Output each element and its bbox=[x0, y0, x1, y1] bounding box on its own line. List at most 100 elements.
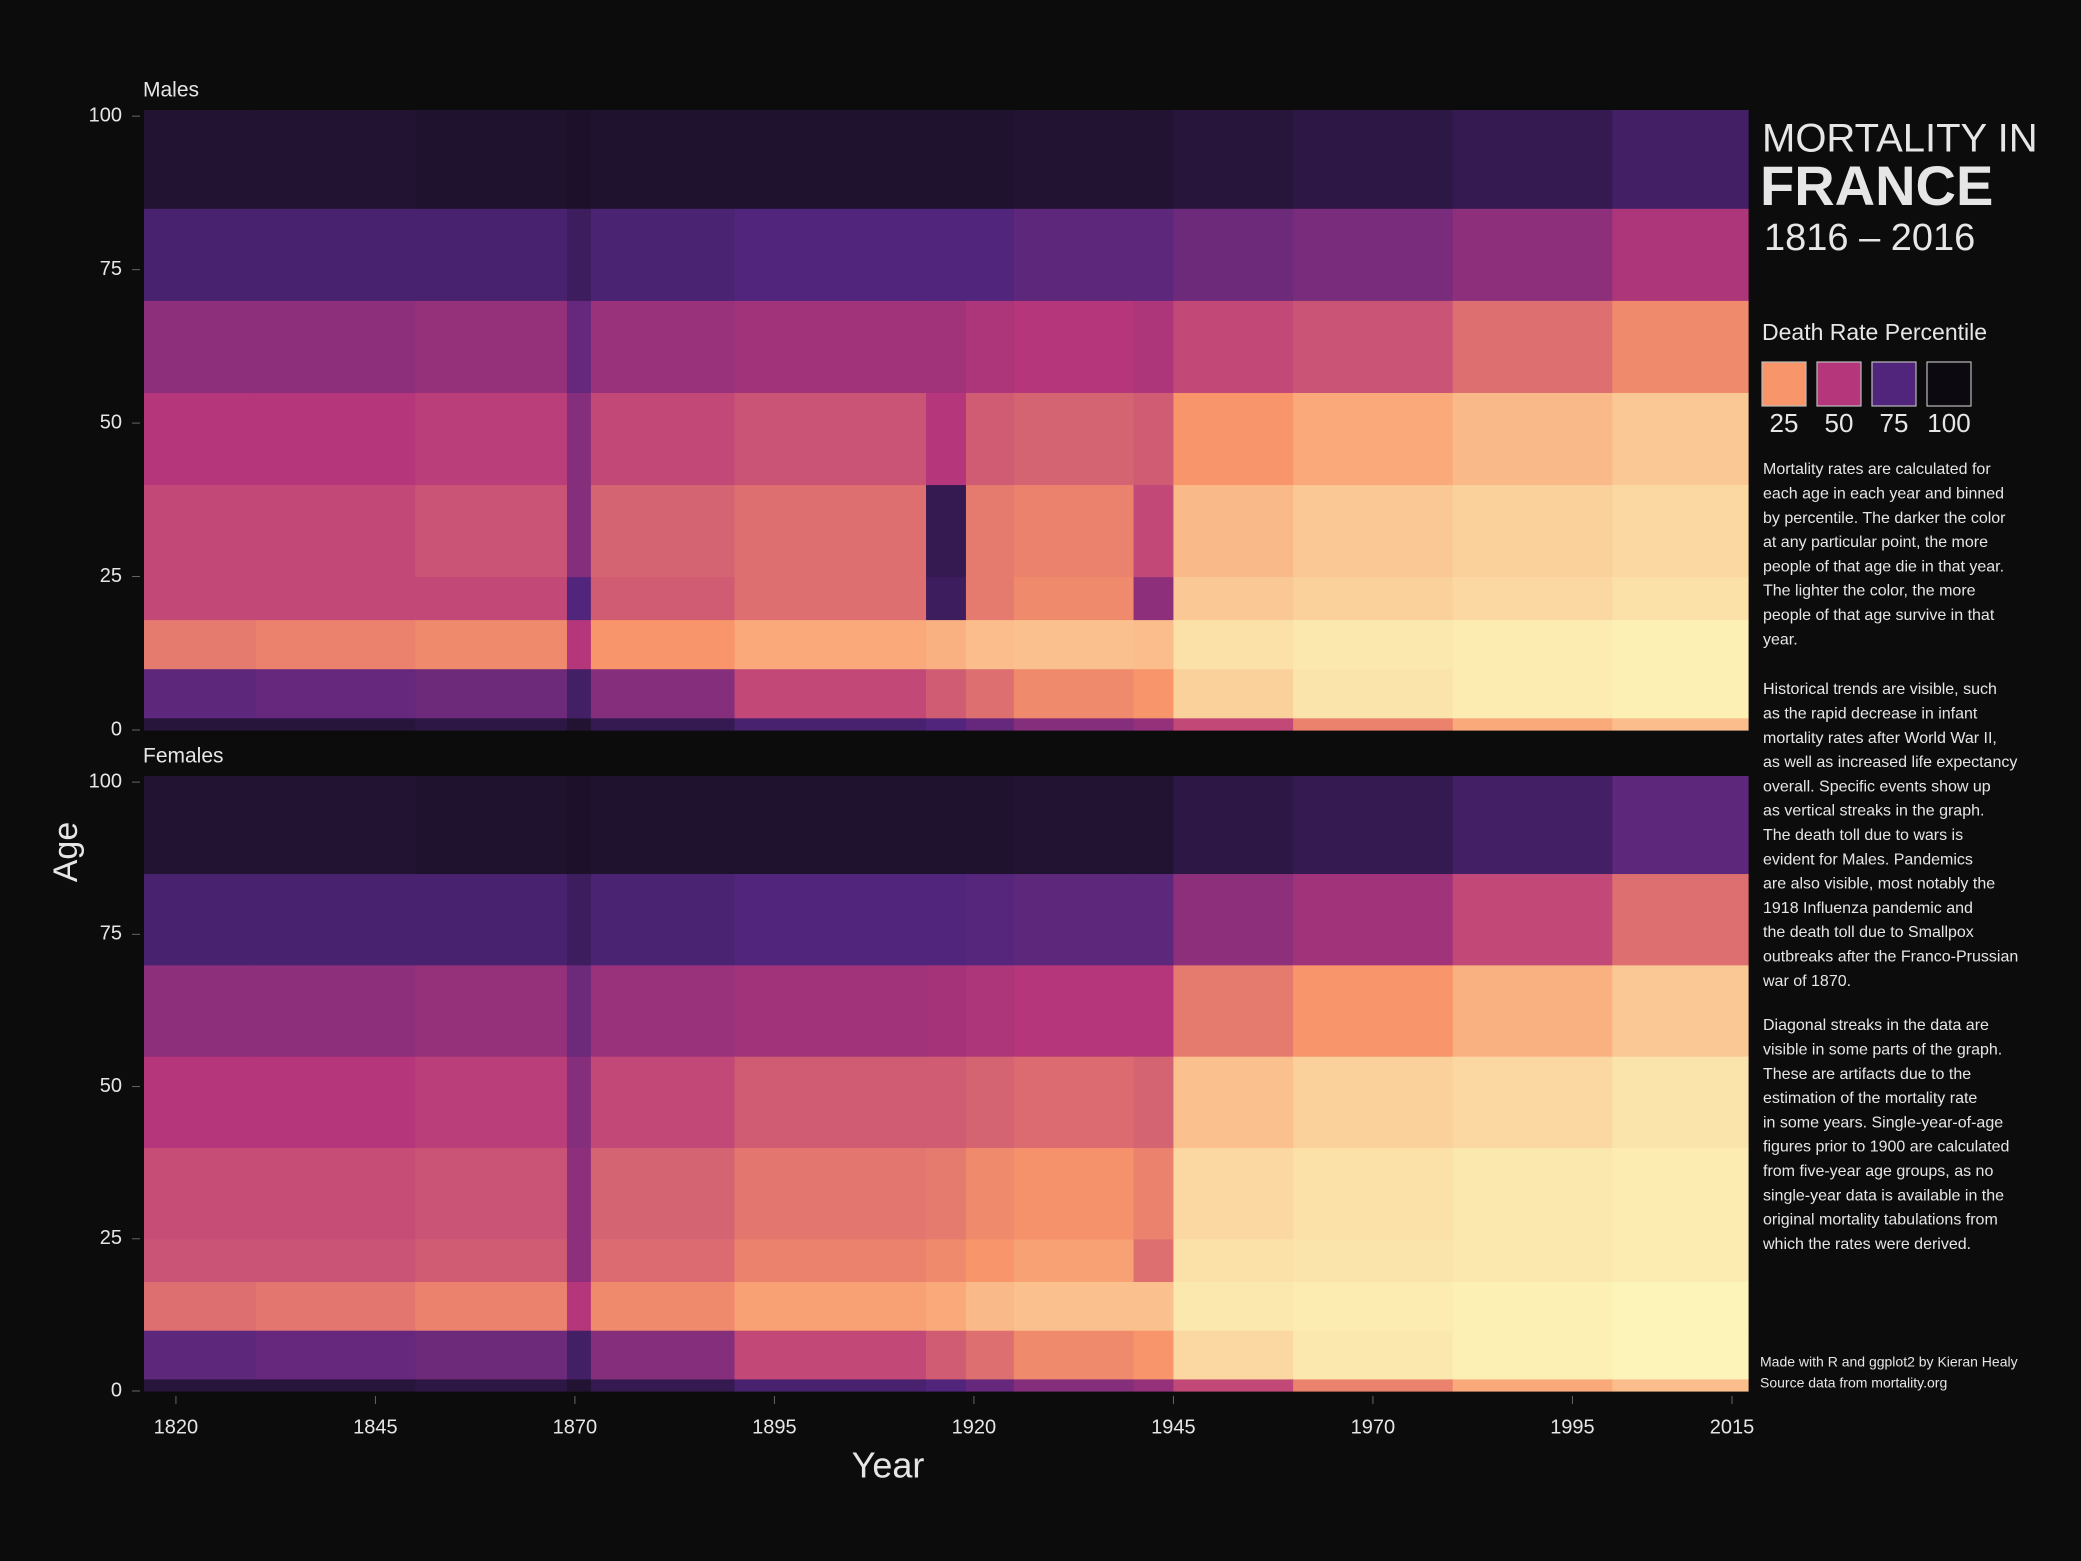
heat-cell bbox=[1452, 484, 1613, 578]
x-axis-label: Year bbox=[852, 1445, 925, 1486]
heat-cell bbox=[1293, 619, 1454, 670]
heat-cell bbox=[144, 776, 257, 875]
legend-swatch bbox=[1816, 361, 1862, 407]
heat-cell bbox=[255, 1147, 416, 1240]
heat-cell bbox=[965, 668, 1015, 719]
heat-cell bbox=[1293, 1056, 1454, 1149]
heat-cell bbox=[965, 300, 1015, 393]
title-line: 1816 – 2016 bbox=[1764, 217, 1975, 259]
heat-cell bbox=[566, 1378, 592, 1392]
heat-cell bbox=[566, 776, 592, 875]
heat-cell bbox=[255, 300, 416, 393]
heat-cell bbox=[1173, 208, 1294, 301]
heat-cell bbox=[255, 668, 416, 719]
heat-cell bbox=[415, 110, 568, 209]
heat-cell bbox=[1612, 1147, 1749, 1240]
heat-cell bbox=[1293, 1378, 1454, 1392]
heat-cell bbox=[1013, 576, 1135, 621]
note-line: in some years. Single-year-of-age bbox=[1763, 1114, 2003, 1131]
heat-cell bbox=[1013, 717, 1135, 731]
heat-cell bbox=[1452, 668, 1613, 719]
heat-cell bbox=[1013, 1330, 1135, 1380]
heat-cell bbox=[1173, 1330, 1294, 1380]
legend-label: 100 bbox=[1927, 408, 1970, 438]
heat-cell bbox=[566, 110, 592, 209]
heat-cell bbox=[1133, 1238, 1175, 1282]
heat-cell bbox=[1173, 1281, 1294, 1331]
heat-cell bbox=[1133, 717, 1175, 731]
heat-cell bbox=[415, 576, 568, 621]
heat-cell bbox=[255, 1330, 416, 1380]
y-tick-label: 100 bbox=[89, 770, 122, 792]
heat-cell bbox=[734, 576, 927, 621]
x-tick-label: 1970 bbox=[1351, 1416, 1396, 1438]
heat-cell bbox=[415, 1378, 568, 1392]
heat-cell bbox=[255, 964, 416, 1057]
heat-cell bbox=[1013, 964, 1135, 1057]
panel-title: Females bbox=[143, 745, 224, 768]
heat-cell bbox=[1013, 1147, 1135, 1240]
heat-cell bbox=[1013, 1378, 1135, 1392]
heat-cell bbox=[1013, 668, 1135, 719]
heat-cell bbox=[965, 1238, 1015, 1282]
heat-cell bbox=[926, 776, 967, 875]
note-line: as vertical streaks in the graph. bbox=[1763, 803, 1984, 820]
heat-cell bbox=[734, 964, 927, 1057]
heat-cell bbox=[590, 619, 736, 670]
x-tick-label: 1895 bbox=[752, 1416, 797, 1438]
heat-cell bbox=[734, 1281, 927, 1331]
heat-cell bbox=[566, 619, 592, 670]
x-tick-label: 1870 bbox=[553, 1416, 598, 1438]
heat-cell bbox=[144, 1147, 257, 1240]
heat-cell bbox=[255, 776, 416, 875]
heat-cell bbox=[926, 300, 967, 393]
heat-cell bbox=[926, 1056, 967, 1149]
heat-cell bbox=[734, 208, 927, 301]
note-line: single-year data is available in the bbox=[1763, 1187, 2004, 1204]
heat-cell bbox=[1173, 717, 1294, 731]
heat-cell bbox=[1452, 300, 1613, 393]
x-tick-label: 1995 bbox=[1550, 1416, 1595, 1438]
heat-cell bbox=[1293, 576, 1454, 621]
heat-cell bbox=[590, 1378, 736, 1392]
heat-cell bbox=[1133, 1330, 1175, 1380]
heat-cell bbox=[1013, 1056, 1135, 1149]
heat-cell bbox=[734, 776, 927, 875]
note-line: figures prior to 1900 are calculated bbox=[1763, 1139, 2009, 1156]
heat-cell bbox=[566, 392, 592, 486]
note-line: Mortality rates are calculated for bbox=[1763, 461, 1991, 478]
heat-cell bbox=[1452, 576, 1613, 621]
heat-cell bbox=[1612, 1056, 1749, 1149]
heat-cell bbox=[144, 1056, 257, 1149]
heat-cell bbox=[144, 964, 257, 1057]
heat-cell bbox=[415, 668, 568, 719]
heat-cell bbox=[590, 576, 736, 621]
heat-cell bbox=[965, 1330, 1015, 1380]
note-line: people of that age survive in that bbox=[1763, 607, 1995, 624]
heat-cell bbox=[1293, 776, 1454, 875]
legend-label: 25 bbox=[1770, 408, 1799, 438]
heat-cell bbox=[1133, 873, 1175, 966]
heat-cell bbox=[926, 873, 967, 966]
y-tick-label: 75 bbox=[100, 258, 122, 280]
heat-cell bbox=[590, 1238, 736, 1282]
heat-cell bbox=[1293, 392, 1454, 486]
heat-cell bbox=[1173, 1147, 1294, 1240]
heat-cell bbox=[1612, 576, 1749, 621]
heat-cell bbox=[1173, 392, 1294, 486]
heat-cell bbox=[1452, 619, 1613, 670]
heat-cell bbox=[926, 668, 967, 719]
heat-cell bbox=[590, 873, 736, 966]
heat-cell bbox=[255, 1281, 416, 1331]
heat-cell bbox=[1173, 776, 1294, 875]
heat-cell bbox=[965, 110, 1015, 209]
heat-cell bbox=[926, 576, 967, 621]
heat-cell bbox=[1612, 110, 1749, 209]
heat-cell bbox=[1173, 1238, 1294, 1282]
heat-cell bbox=[255, 1378, 416, 1392]
x-tick-label: 1820 bbox=[154, 1416, 199, 1438]
note-line: people of that age die in that year. bbox=[1763, 558, 2004, 575]
heat-cell bbox=[415, 964, 568, 1057]
heat-cell bbox=[590, 1330, 736, 1380]
heat-cell bbox=[415, 776, 568, 875]
